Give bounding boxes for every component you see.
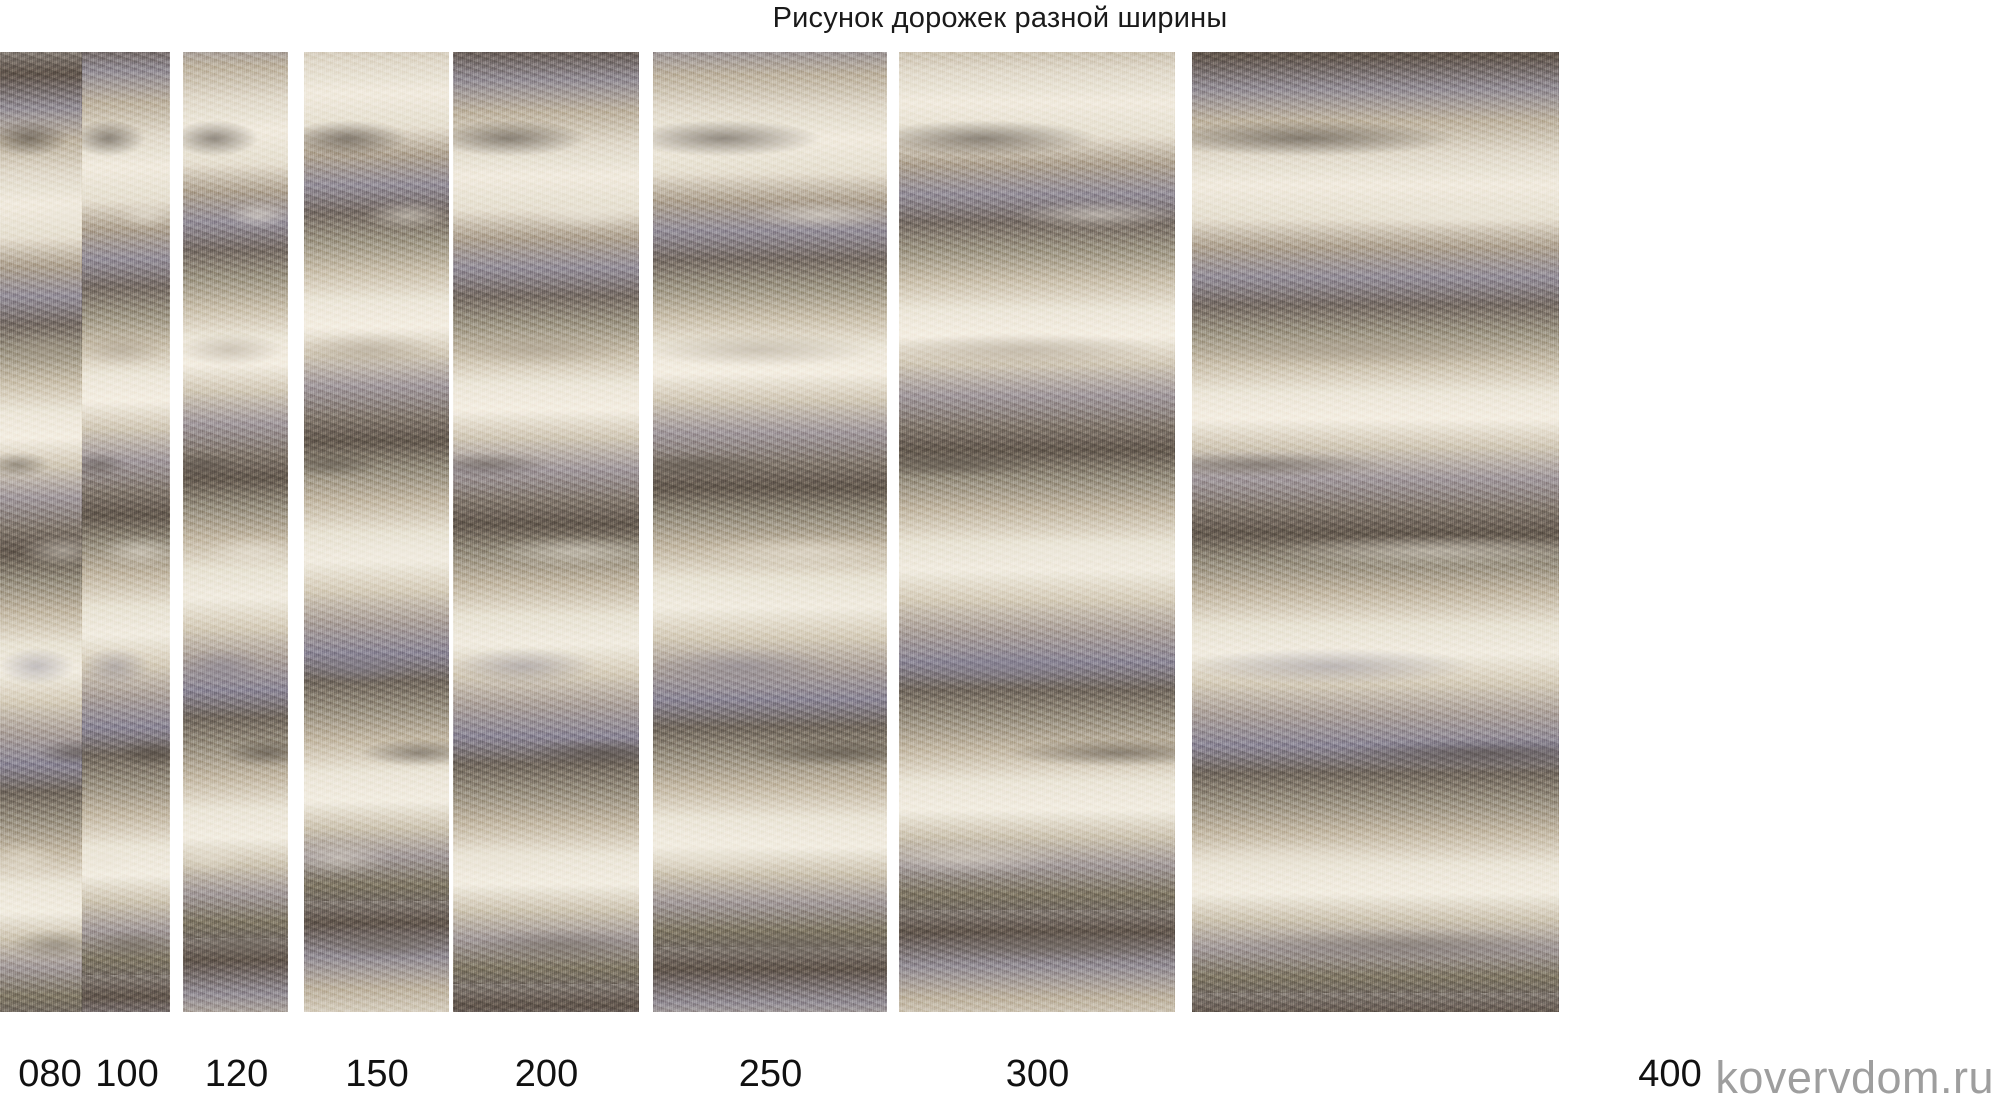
runner-strip-150[interactable] — [304, 52, 449, 1012]
runner-size-label-300: 300 — [1005, 1053, 1070, 1095]
runner-pattern-texture — [304, 52, 449, 1012]
runner-size-label-200: 200 — [514, 1053, 579, 1095]
runner-strip-250[interactable] — [653, 52, 887, 1012]
runner-strip-120[interactable] — [183, 52, 288, 1012]
runner-strip-200[interactable] — [453, 52, 639, 1012]
runner-strip-gallery — [0, 52, 2000, 1012]
runner-pattern-texture — [653, 52, 887, 1012]
runner-size-label-080: 080 — [18, 1053, 82, 1095]
runner-size-label-150: 150 — [345, 1053, 409, 1095]
runner-size-label-250: 250 — [738, 1053, 803, 1095]
runner-size-label-400: 400 — [1638, 1053, 1702, 1095]
runner-size-label-100: 100 — [95, 1053, 159, 1095]
runner-strip-300[interactable] — [899, 52, 1175, 1012]
runner-pattern-texture — [1192, 52, 1559, 1012]
runner-pattern-texture — [899, 52, 1175, 1012]
runner-size-label-row: 080 100 120 150 200 250 300 400 — [0, 1046, 2000, 1107]
runner-pattern-texture — [183, 52, 288, 1012]
runner-pattern-texture — [453, 52, 639, 1012]
runner-pattern-texture — [82, 52, 170, 1012]
page-title: Рисунок дорожек разной ширины — [772, 2, 1228, 34]
site-watermark: kovervdom.ru — [1715, 1052, 1994, 1103]
runner-strip-400[interactable] — [1192, 52, 1559, 1012]
runner-strip-100[interactable] — [82, 52, 170, 1012]
runner-size-label-120: 120 — [204, 1053, 269, 1095]
